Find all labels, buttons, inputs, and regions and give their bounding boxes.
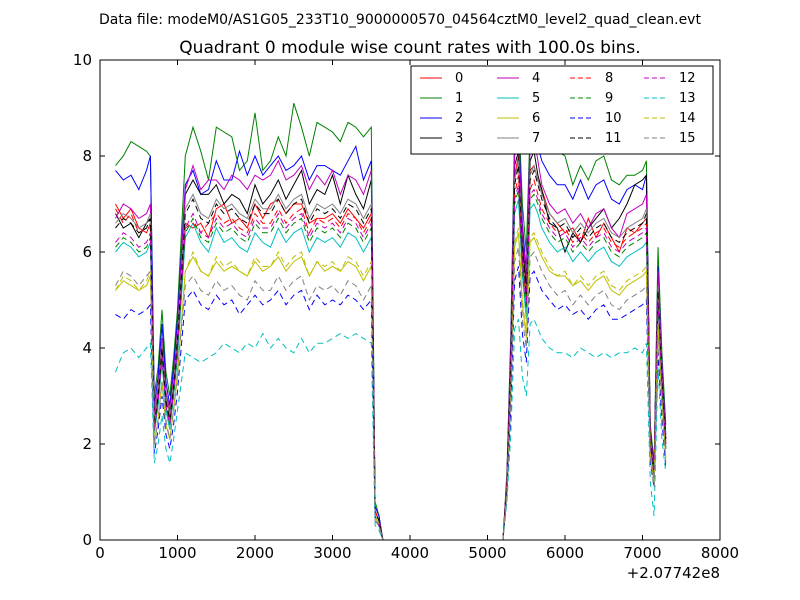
legend-label-3: 3 [455, 131, 463, 146]
legend-label-4: 4 [532, 71, 540, 86]
x-tick-label: 6000 [546, 544, 584, 562]
series-line-5 [115, 199, 667, 540]
legend-label-12: 12 [679, 71, 696, 86]
series-line-14 [115, 227, 667, 540]
series-line-10 [115, 266, 667, 540]
y-tick-label: 0 [82, 531, 92, 549]
series-line-0 [115, 155, 667, 540]
series-line-3 [115, 149, 667, 540]
y-tick-label: 2 [82, 435, 92, 453]
legend-label-7: 7 [532, 131, 540, 146]
series-line-1 [115, 103, 667, 540]
legend-label-1: 1 [455, 91, 463, 106]
legend-label-9: 9 [605, 91, 613, 106]
y-tick-label: 10 [73, 51, 92, 69]
series-line-7 [115, 160, 667, 540]
legend-label-10: 10 [605, 111, 622, 126]
legend-box [410, 65, 714, 155]
series-line-12 [115, 184, 667, 540]
series-line-6 [115, 232, 667, 540]
series-line-11 [115, 165, 667, 540]
x-tick-label: 1000 [158, 544, 196, 562]
series-layer [115, 103, 667, 540]
legend-label-2: 2 [455, 111, 463, 126]
series-line-13 [115, 318, 667, 540]
legend-label-5: 5 [532, 91, 540, 106]
legend-label-8: 8 [605, 71, 613, 86]
x-tick-label: 2000 [236, 544, 274, 562]
legend-label-14: 14 [679, 111, 696, 126]
chart-title: Quadrant 0 module wise count rates with … [179, 38, 640, 58]
x-tick-label: 7000 [623, 544, 661, 562]
series-line-4 [115, 134, 667, 540]
x-tick-label: 8000 [701, 544, 739, 562]
series-line-8 [115, 175, 667, 540]
x-tick-label: 0 [95, 544, 105, 562]
x-tick-label: 3000 [313, 544, 351, 562]
legend-label-13: 13 [679, 91, 696, 106]
legend-label-0: 0 [455, 71, 463, 86]
legend-label-6: 6 [532, 111, 540, 126]
y-tick-label: 4 [82, 339, 92, 357]
y-tick-label: 6 [82, 243, 92, 261]
y-tick-label: 8 [82, 147, 92, 165]
x-offset-label: +2.07742e8 [627, 564, 720, 582]
x-tick-label: 5000 [468, 544, 506, 562]
legend-label-15: 15 [679, 131, 696, 146]
series-line-2 [115, 127, 667, 540]
series-line-15 [115, 247, 667, 540]
series-line-9 [115, 189, 667, 540]
legend-label-11: 11 [605, 131, 622, 146]
x-tick-label: 4000 [391, 544, 429, 562]
chart-suptitle: Data file: modeM0/AS1G05_233T10_90000005… [99, 12, 701, 28]
